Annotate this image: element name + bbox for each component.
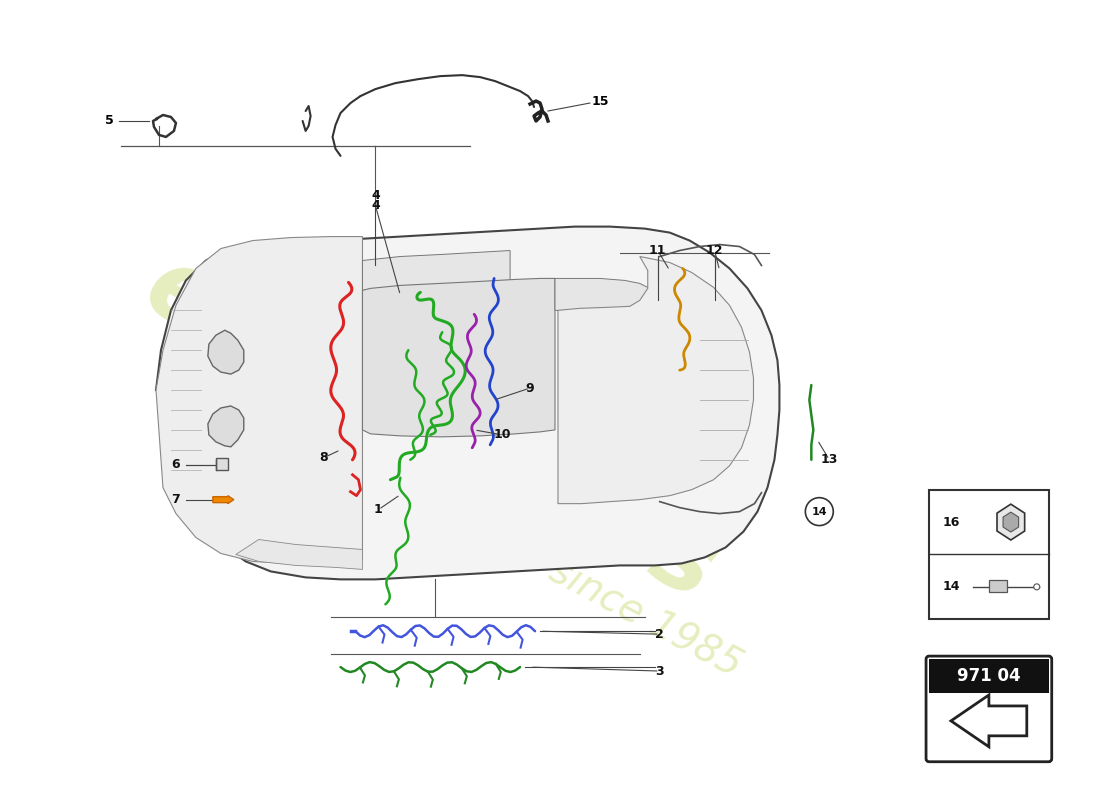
Polygon shape	[1003, 512, 1019, 532]
Polygon shape	[235, 539, 363, 570]
FancyBboxPatch shape	[930, 490, 1048, 619]
Text: 971 04: 971 04	[957, 667, 1021, 685]
Polygon shape	[208, 330, 244, 374]
Circle shape	[805, 498, 834, 526]
Text: 10: 10	[494, 428, 510, 442]
Polygon shape	[997, 504, 1025, 540]
Polygon shape	[558, 257, 754, 504]
Text: 12: 12	[706, 244, 724, 257]
Polygon shape	[208, 406, 244, 447]
Text: 11: 11	[649, 244, 667, 257]
Polygon shape	[363, 250, 510, 290]
FancyBboxPatch shape	[926, 656, 1052, 762]
Text: 14: 14	[812, 506, 827, 517]
Polygon shape	[952, 695, 1026, 746]
Text: 16: 16	[943, 515, 960, 529]
Bar	[989, 580, 1006, 592]
Text: 3: 3	[656, 665, 664, 678]
Bar	[930, 659, 1048, 693]
Text: 2: 2	[656, 628, 664, 641]
Text: 13: 13	[821, 454, 838, 466]
Text: a passion for parts since 1985: a passion for parts since 1985	[212, 375, 748, 684]
Text: 15: 15	[591, 94, 608, 107]
Text: 6: 6	[172, 458, 180, 471]
Polygon shape	[156, 226, 780, 579]
Polygon shape	[556, 278, 654, 311]
Text: 14: 14	[943, 580, 960, 594]
Polygon shape	[156, 237, 363, 563]
Polygon shape	[363, 278, 556, 437]
Text: 5: 5	[104, 114, 113, 127]
Text: 9: 9	[526, 382, 535, 394]
Text: eurospares: eurospares	[129, 238, 733, 622]
Text: 7: 7	[172, 493, 180, 506]
Text: 4: 4	[371, 199, 380, 212]
FancyArrow shape	[213, 496, 234, 504]
Text: 8: 8	[319, 451, 328, 464]
Bar	[216, 458, 228, 470]
Circle shape	[1034, 584, 1040, 590]
Text: 1: 1	[374, 503, 383, 516]
Text: 4: 4	[371, 190, 380, 202]
